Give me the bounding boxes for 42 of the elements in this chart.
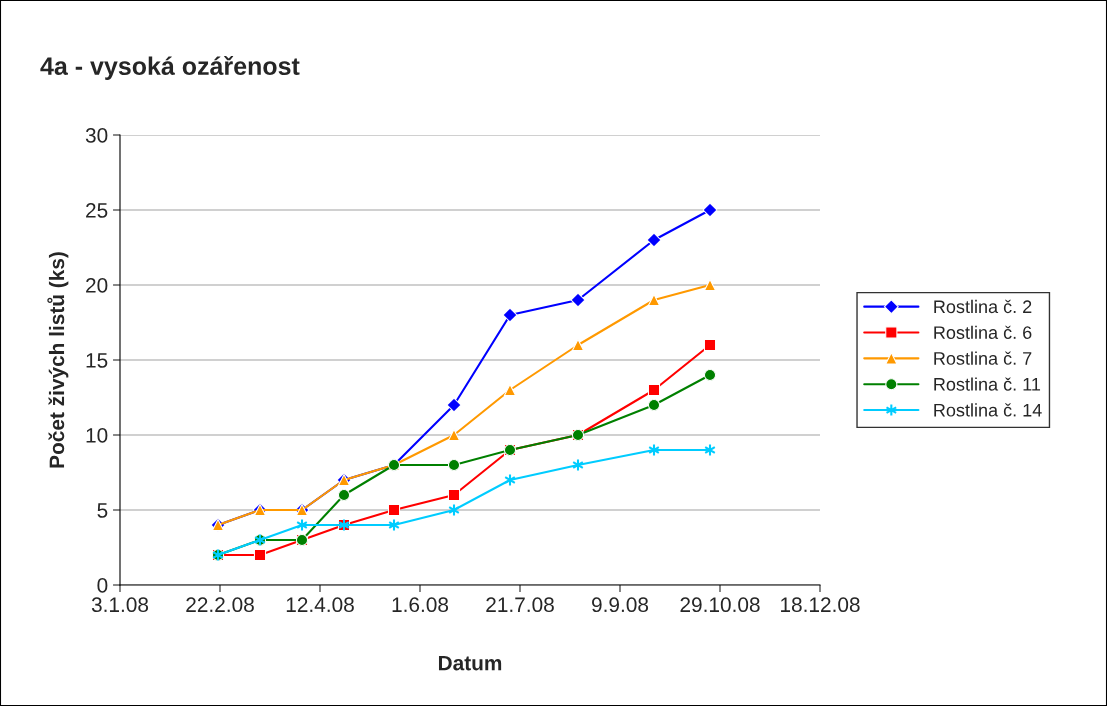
x-tick-label: 22.2.08 (186, 597, 254, 613)
y-tick-label: 15 (86, 353, 108, 368)
point (702, 202, 718, 218)
x-tick-label: 12.4.08 (286, 597, 354, 613)
point (337, 488, 351, 502)
x-tick-label: 18.12.08 (781, 597, 860, 613)
point (447, 488, 461, 502)
x-tick-label: 3.1.08 (91, 597, 149, 613)
point (447, 428, 461, 442)
point (446, 397, 462, 413)
chart-title: 4a - vysoká ozářenost (40, 56, 300, 80)
legend-label: Rostlina č. 7 (934, 351, 1032, 365)
point (447, 458, 461, 472)
x-tick-label: 21.7.08 (486, 597, 554, 613)
x-tick-label: 29.10.08 (680, 597, 760, 613)
point (570, 292, 586, 308)
legend-label: Rostlina č. 14 (934, 403, 1042, 417)
legend-label: Rostlina č. 6 (934, 325, 1032, 339)
point (703, 338, 717, 352)
point (646, 232, 662, 248)
y-tick-label: 5 (97, 503, 108, 518)
point (387, 503, 401, 517)
y-tick-label: 0 (97, 578, 108, 593)
point (571, 338, 585, 352)
point (253, 548, 267, 562)
point (503, 383, 517, 397)
y-tick-label: 25 (86, 203, 108, 218)
y-tick-label: 30 (85, 128, 108, 143)
point (502, 307, 518, 323)
legend-label: Rostlina č. 11 (934, 377, 1041, 391)
y-tick-label: 10 (86, 428, 108, 443)
point (647, 398, 661, 412)
y-axis-title: Počet živých listů (ks) (47, 252, 69, 468)
y-tick-label: 20 (86, 278, 108, 293)
x-tick-label: 1.6.08 (392, 597, 449, 613)
point (703, 368, 717, 382)
legend-label: Rostlina č. 2 (934, 299, 1032, 314)
x-axis-title: Datum (438, 655, 502, 671)
point (647, 383, 661, 397)
point (647, 293, 661, 307)
x-tick-label: 9.9.08 (592, 597, 649, 613)
point (703, 278, 717, 292)
